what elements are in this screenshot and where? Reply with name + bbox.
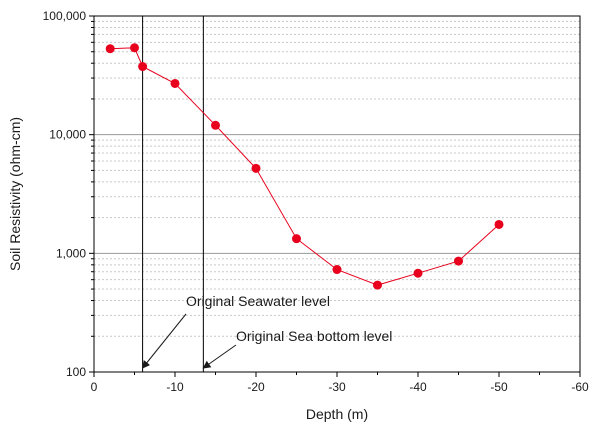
x-tick-label: -30: [328, 380, 346, 394]
y-tick-label: 100: [66, 365, 86, 379]
y-tick-label: 100,000: [43, 9, 87, 23]
data-point: [211, 120, 220, 130]
annotations: Original Seawater level Original Sea bott…: [141, 293, 392, 369]
data-point: [373, 280, 382, 290]
data-point: [454, 256, 463, 266]
data-point: [332, 265, 342, 275]
y-tick-label: 1,000: [56, 246, 86, 260]
x-tick-label: -20: [247, 380, 265, 394]
y-axis: 100 1,000 10,000 100,000: [43, 9, 94, 379]
data-point: [138, 62, 148, 72]
x-tick-label: -10: [166, 380, 184, 394]
y-tick-label: 10,000: [49, 128, 86, 142]
x-tick-label: -60: [571, 380, 589, 394]
data-point: [251, 163, 261, 173]
data-point: [494, 219, 504, 229]
data-point: [413, 268, 423, 278]
annotation-arrow: [141, 313, 187, 369]
annotation-label: Original Seawater level: [186, 293, 330, 309]
data-point: [292, 234, 301, 244]
annotation-label: Original Sea bottom level: [236, 328, 392, 344]
series-group: [105, 43, 504, 290]
data-point: [170, 78, 180, 88]
x-axis: 0 -10 -20 -30 -40 -50 -60: [91, 372, 589, 394]
x-axis-label: Depth (m): [306, 406, 368, 422]
plot-background: [94, 16, 580, 372]
grid: [94, 15, 580, 373]
reference-lines: [142, 16, 204, 372]
annotation-arrow: [202, 344, 237, 369]
x-tick-label: -40: [409, 380, 427, 394]
x-tick-label: 0: [91, 380, 98, 394]
data-point: [105, 44, 115, 54]
y-axis-label: Soil Resistivity (ohm-cm): [7, 117, 23, 271]
data-point: [130, 43, 139, 53]
x-tick-label: -50: [490, 380, 508, 394]
